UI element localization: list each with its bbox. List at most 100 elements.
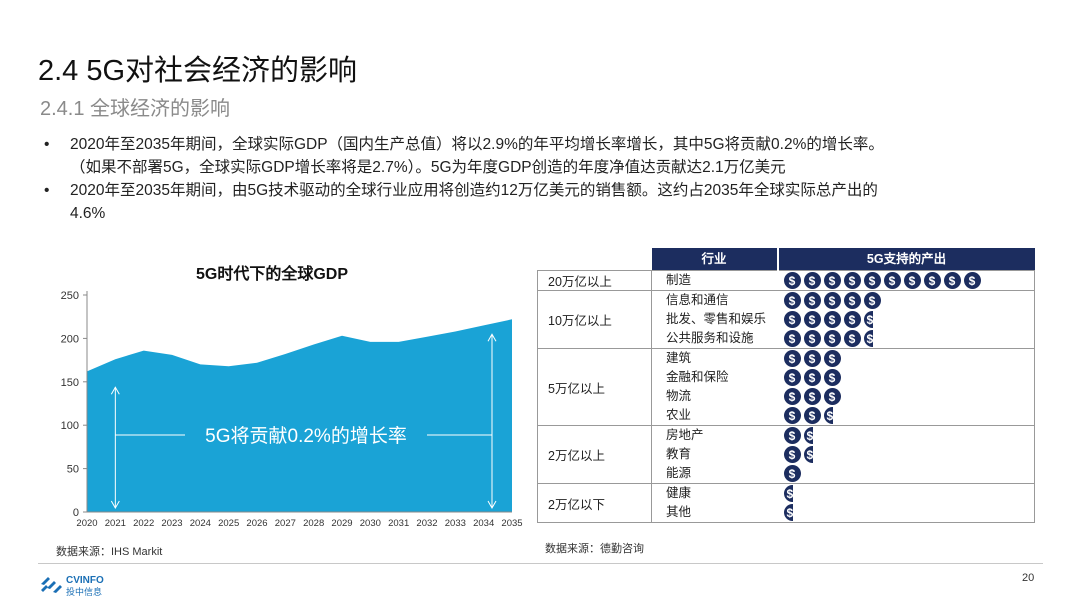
dollar-coin-icon: $ bbox=[823, 272, 841, 289]
dollar-coin-icon: $ bbox=[963, 272, 981, 289]
dollar-coin-icon: $ bbox=[843, 272, 861, 289]
coin-row: $ $ $ bbox=[783, 406, 1035, 425]
dollar-coin-icon: $ bbox=[863, 292, 881, 309]
dollar-coin-icon: $ bbox=[883, 272, 901, 289]
x-tick-label: 2031 bbox=[388, 518, 409, 529]
coin-cell: $ $ $ $ $ $ $ $ $ $ $ $ bbox=[777, 348, 1035, 426]
dollar-coin-icon: $ bbox=[863, 272, 881, 289]
coin-cell: $ $ bbox=[777, 483, 1035, 523]
industry-name: 物流 bbox=[666, 389, 692, 403]
half-dollar-coin-icon: $ bbox=[823, 407, 833, 424]
industry-cell: 房地产 教育 能源 bbox=[651, 425, 778, 484]
logo-subtitle: 投中信息 bbox=[66, 586, 102, 597]
dollar-coin-icon: $ bbox=[783, 369, 801, 386]
half-dollar-coin-icon: $ bbox=[783, 504, 793, 521]
dollar-coin-icon: $ bbox=[803, 272, 821, 289]
coin-row: $ $ $ $ $ bbox=[783, 329, 1035, 348]
gdp-area-chart: 0 50 100 150 200 250 2020 2021 2022 2023 2024 2025 2… bbox=[61, 290, 523, 529]
y-tick-label: 0 bbox=[73, 507, 79, 519]
bullet-line: 4.6% bbox=[70, 205, 106, 222]
dollar-coin-icon: $ bbox=[843, 292, 861, 309]
industry-cell: 信息和通信 批发、零售和娱乐 公共服务和设施 bbox=[651, 290, 778, 349]
y-tick-label: 250 bbox=[61, 290, 79, 302]
page-title: 2.4 5G对社会经济的影响 bbox=[38, 55, 358, 87]
dollar-coin-icon: $ bbox=[783, 311, 801, 328]
x-tick-label: 2033 bbox=[445, 518, 466, 529]
dollar-coin-icon: $ bbox=[823, 388, 841, 405]
left-arrow-down-icon bbox=[110, 500, 120, 510]
dollar-coin-icon: $ bbox=[783, 407, 801, 424]
half-dollar-coin-icon: $ bbox=[803, 446, 813, 463]
coin-row: $ $ bbox=[783, 426, 1035, 445]
gdp-area bbox=[87, 319, 512, 512]
half-dollar-coin-icon: $ bbox=[803, 427, 813, 444]
tier-label: 2万亿以上 bbox=[537, 425, 652, 484]
x-tick-label: 2026 bbox=[246, 518, 267, 529]
table-source: 数据来源：德勤咨询 bbox=[545, 543, 644, 555]
dollar-coin-icon: $ bbox=[803, 292, 821, 309]
industry-cell: 制造 bbox=[651, 270, 778, 291]
logo-mark-icon bbox=[41, 577, 62, 593]
coin-row: $ $ bbox=[783, 445, 1035, 464]
dollar-coin-icon: $ bbox=[843, 311, 861, 328]
bullet-dot: • bbox=[44, 182, 50, 199]
x-tick-label: 2021 bbox=[105, 518, 126, 529]
tier-label: 20万亿以上 bbox=[537, 270, 652, 291]
table-row: 20万亿以上 制造 $ $ $ $ $ $ $ $ $ $ bbox=[537, 270, 1035, 291]
dollar-coin-icon: $ bbox=[803, 330, 821, 347]
x-tick-label: 2032 bbox=[416, 518, 437, 529]
bullet-line: 2020年至2035年期间，由5G技术驱动的全球行业应用将创造约12万亿美元的销… bbox=[70, 182, 878, 199]
coin-row: $ $ $ bbox=[783, 368, 1035, 387]
industry-table: 行业 5G支持的产出 20万亿以上 制造 $ $ $ $ $ $ $ $ $ $10万亿以上 信息和通信… bbox=[537, 248, 1035, 523]
coin-cell: $ $ $ $ $ $ $ $ $ $ bbox=[777, 270, 1035, 291]
dollar-coin-icon: $ bbox=[943, 272, 961, 289]
half-dollar-coin-icon: $ bbox=[863, 330, 873, 347]
dollar-coin-icon: $ bbox=[823, 292, 841, 309]
logo-name: CVINFO bbox=[66, 575, 104, 586]
industry-name: 房地产 bbox=[666, 428, 704, 442]
bullet-list: • 2020年至2035年期间，全球实际GDP（国内生产总值）将以2.9%的年平… bbox=[40, 133, 1050, 225]
industry-name: 制造 bbox=[666, 273, 692, 287]
right-arrow-down-icon bbox=[487, 500, 497, 510]
chart-source: 数据来源：IHS Markit bbox=[56, 546, 163, 558]
dollar-coin-icon: $ bbox=[823, 311, 841, 328]
industry-name: 信息和通信 bbox=[666, 293, 729, 307]
dollar-coin-icon: $ bbox=[783, 427, 801, 444]
y-tick-label: 200 bbox=[61, 333, 79, 345]
industry-cell: 健康 其他 bbox=[651, 483, 778, 523]
dollar-coin-icon: $ bbox=[843, 330, 861, 347]
table-row: 2万亿以上 房地产 教育 能源 $ $ $ $ $ bbox=[537, 425, 1035, 484]
industry-name: 健康 bbox=[666, 486, 692, 500]
dollar-coin-icon: $ bbox=[783, 446, 801, 463]
y-tick-label: 150 bbox=[61, 377, 79, 389]
coin-row: $ $ $ $ $ bbox=[783, 291, 1035, 310]
x-tick-label: 2022 bbox=[133, 518, 154, 529]
industry-name: 其他 bbox=[666, 505, 692, 519]
dollar-coin-icon: $ bbox=[783, 272, 801, 289]
coin-cell: $ $ $ $ $ $ $ $ $ $ $ $ $ $ $ bbox=[777, 290, 1035, 349]
bullet-item: • 2020年至2035年期间，全球实际GDP（国内生产总值）将以2.9%的年平… bbox=[40, 133, 1050, 179]
table-row: 5万亿以上 建筑 金融和保险 物流 农业 $ $ $ $ $ $ $ $ $ $ $ $ bbox=[537, 348, 1035, 426]
dollar-coin-icon: $ bbox=[823, 330, 841, 347]
x-tick-label: 2029 bbox=[331, 518, 352, 529]
coin-row: $ bbox=[783, 464, 1035, 483]
industry-name: 建筑 bbox=[666, 351, 692, 365]
left-arrow-up-icon bbox=[110, 386, 120, 395]
cvinfo-logo: CVINFO 投中信息 bbox=[41, 575, 104, 597]
bullet-item: • 2020年至2035年期间，由5G技术驱动的全球行业应用将创造约12万亿美元… bbox=[40, 179, 1050, 225]
industry-name: 能源 bbox=[666, 466, 692, 480]
industry-name: 农业 bbox=[666, 408, 692, 422]
page-subtitle: 2.4.1 全球经济的影响 bbox=[40, 98, 231, 120]
x-tick-label: 2030 bbox=[360, 518, 381, 529]
coin-row: $ $ $ bbox=[783, 349, 1035, 368]
x-tick-label: 2028 bbox=[303, 518, 324, 529]
industry-name: 批发、零售和娱乐 bbox=[666, 312, 767, 326]
dollar-coin-icon: $ bbox=[803, 388, 821, 405]
half-dollar-coin-icon: $ bbox=[783, 485, 793, 502]
x-tick-label: 2034 bbox=[473, 518, 494, 529]
industry-name: 金融和保险 bbox=[666, 370, 729, 384]
chart-title: 5G时代下的全球GDP bbox=[196, 266, 349, 283]
table-header-industry: 行业 bbox=[651, 248, 778, 271]
dollar-coin-icon: $ bbox=[823, 350, 841, 367]
bullet-dot: • bbox=[44, 136, 50, 153]
